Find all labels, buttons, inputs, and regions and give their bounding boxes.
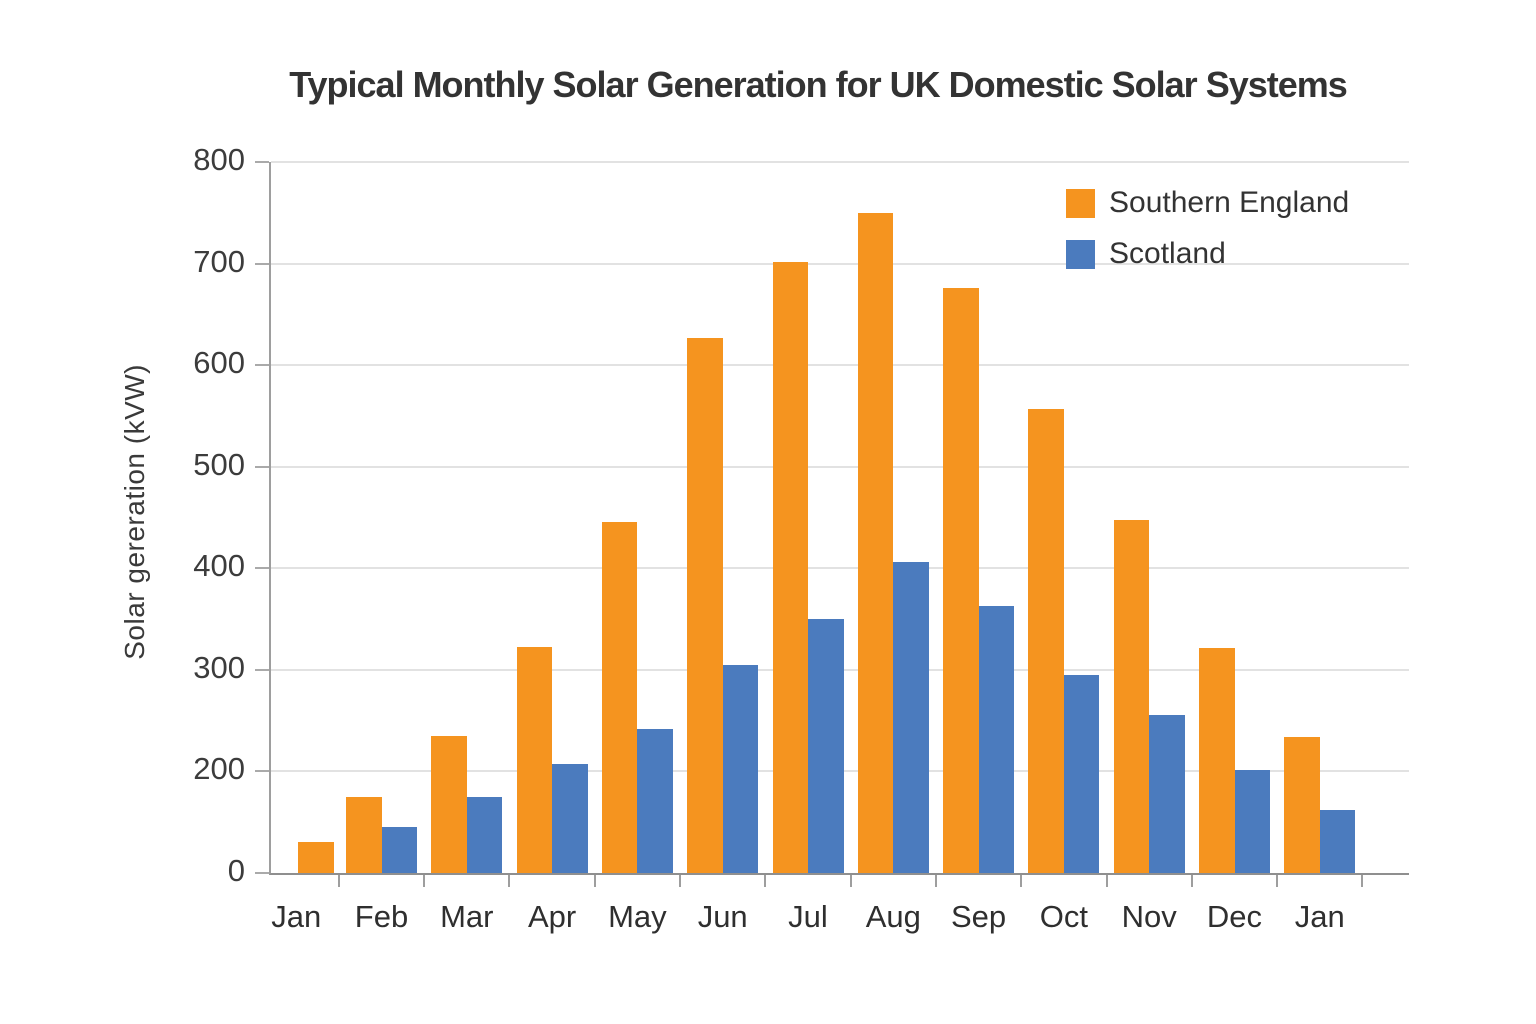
x-tick-mark-7	[934, 875, 937, 887]
x-tick-label-jan-12: Jan	[1294, 899, 1345, 934]
bar-southern-england-may-4	[601, 521, 638, 873]
bar-southern-england-feb-1	[346, 796, 382, 873]
x-tick-label-nov-10: Nov	[1121, 899, 1177, 934]
bar-southern-england-jan-0	[298, 841, 334, 873]
x-tick-label-oct-9: Oct	[1039, 899, 1088, 934]
x-tick-label-jan-0: Jan	[271, 899, 322, 934]
y-tick-mark-700	[255, 262, 269, 265]
x-tick-label-jun-5: Jun	[697, 899, 748, 934]
bar-southern-england-jun-5	[687, 337, 723, 873]
legend-swatch-southern-england	[1066, 188, 1095, 218]
legend-item-southern-england: Southern England	[1066, 186, 1349, 220]
legend-item-scotland: Scotland	[1066, 237, 1349, 271]
bar-scotland-dec-11	[1234, 770, 1270, 873]
plot-area: 0 200 300 400 500 600 700 800 Jan Feb Mar Apr May Jun…	[193, 144, 1409, 934]
bar-southern-england-mar-2	[431, 735, 467, 873]
y-tick-mark-200	[255, 770, 269, 773]
bar-scotland-jul-6	[808, 619, 844, 873]
bar-southern-england-nov-10	[1113, 519, 1150, 873]
bar-scotland-jan-12	[1319, 810, 1356, 873]
x-tick-mark-1	[423, 875, 426, 887]
x-tick-mark-10	[1190, 875, 1193, 887]
y-tick-label-200: 200	[193, 751, 245, 787]
y-tick-label-700: 700	[193, 243, 245, 279]
x-tick-label-may-4: May	[608, 899, 667, 934]
y-tick-label-300: 300	[193, 649, 245, 685]
bar-southern-england-aug-7	[857, 212, 894, 873]
y-tick-label-400: 400	[193, 548, 245, 584]
x-tick-mark-6	[849, 875, 852, 887]
gridline-400	[271, 567, 1409, 570]
bar-southern-england-sep-8	[943, 287, 979, 873]
x-tick-mark-5	[764, 875, 767, 887]
bar-southern-england-apr-3	[516, 646, 553, 873]
x-tick-label-aug-7: Aug	[865, 899, 921, 934]
bar-scotland-apr-3	[552, 764, 588, 873]
y-tick-mark-500	[255, 465, 269, 468]
legend-label-scotland: Scotland	[1109, 237, 1226, 270]
x-tick-mark-0	[337, 875, 340, 887]
gridline-600	[271, 364, 1409, 367]
bar-southern-england-oct-9	[1028, 408, 1064, 873]
x-tick-mark-4	[679, 875, 682, 887]
legend: Southern England Scotland	[1066, 186, 1349, 288]
x-tick-mark-12	[1361, 875, 1364, 887]
y-tick-mark-800	[255, 161, 269, 163]
gridline-700	[271, 262, 1409, 265]
gridline-800	[271, 161, 1409, 163]
legend-swatch-scotland	[1066, 239, 1095, 269]
y-tick-label-500: 500	[193, 446, 245, 482]
x-tick-mark-11	[1276, 875, 1279, 887]
legend-label-southern-england: Southern England	[1109, 186, 1350, 219]
x-tick-label-apr-3: Apr	[527, 899, 577, 934]
gridline-500	[271, 465, 1409, 468]
y-tick-mark-300	[255, 668, 269, 671]
bar-scotland-aug-7	[893, 562, 929, 873]
bar-scotland-sep-8	[978, 605, 1015, 873]
x-tick-mark-8	[1020, 875, 1023, 887]
y-tick-mark-0	[255, 872, 269, 874]
bar-scotland-feb-1	[381, 827, 417, 873]
bar-scotland-may-4	[637, 728, 673, 873]
x-tick-label-jul-6: Jul	[788, 899, 828, 934]
y-tick-label-800: 800	[193, 142, 245, 177]
x-tick-label-dec-11: Dec	[1206, 899, 1263, 934]
x-tick-mark-2	[508, 875, 511, 887]
bar-southern-england-jul-6	[772, 261, 808, 873]
bar-scotland-nov-10	[1149, 714, 1185, 873]
x-tick-label-sep-8: Sep	[951, 899, 1007, 934]
x-tick-mark-9	[1105, 875, 1108, 887]
x-tick-label-feb-1: Feb	[354, 899, 409, 934]
y-tick-mark-400	[255, 567, 269, 570]
chart-title: Typical Monthly Solar Generation for UK …	[289, 64, 1348, 105]
y-tick-label-0: 0	[227, 853, 245, 888]
bar-scotland-jun-5	[722, 664, 759, 873]
bar-southern-england-dec-11	[1199, 647, 1235, 873]
x-tick-label-mar-2: Mar	[440, 899, 494, 934]
y-tick-mark-600	[255, 364, 269, 367]
bar-southern-england-jan-12	[1284, 736, 1320, 873]
x-tick-mark-3	[593, 875, 596, 887]
y-tick-label-600: 600	[193, 345, 245, 381]
bar-scotland-oct-9	[1063, 674, 1100, 873]
bar-scotland-mar-2	[466, 796, 503, 873]
y-axis-title: Solar gereration (kVW)	[119, 364, 150, 660]
